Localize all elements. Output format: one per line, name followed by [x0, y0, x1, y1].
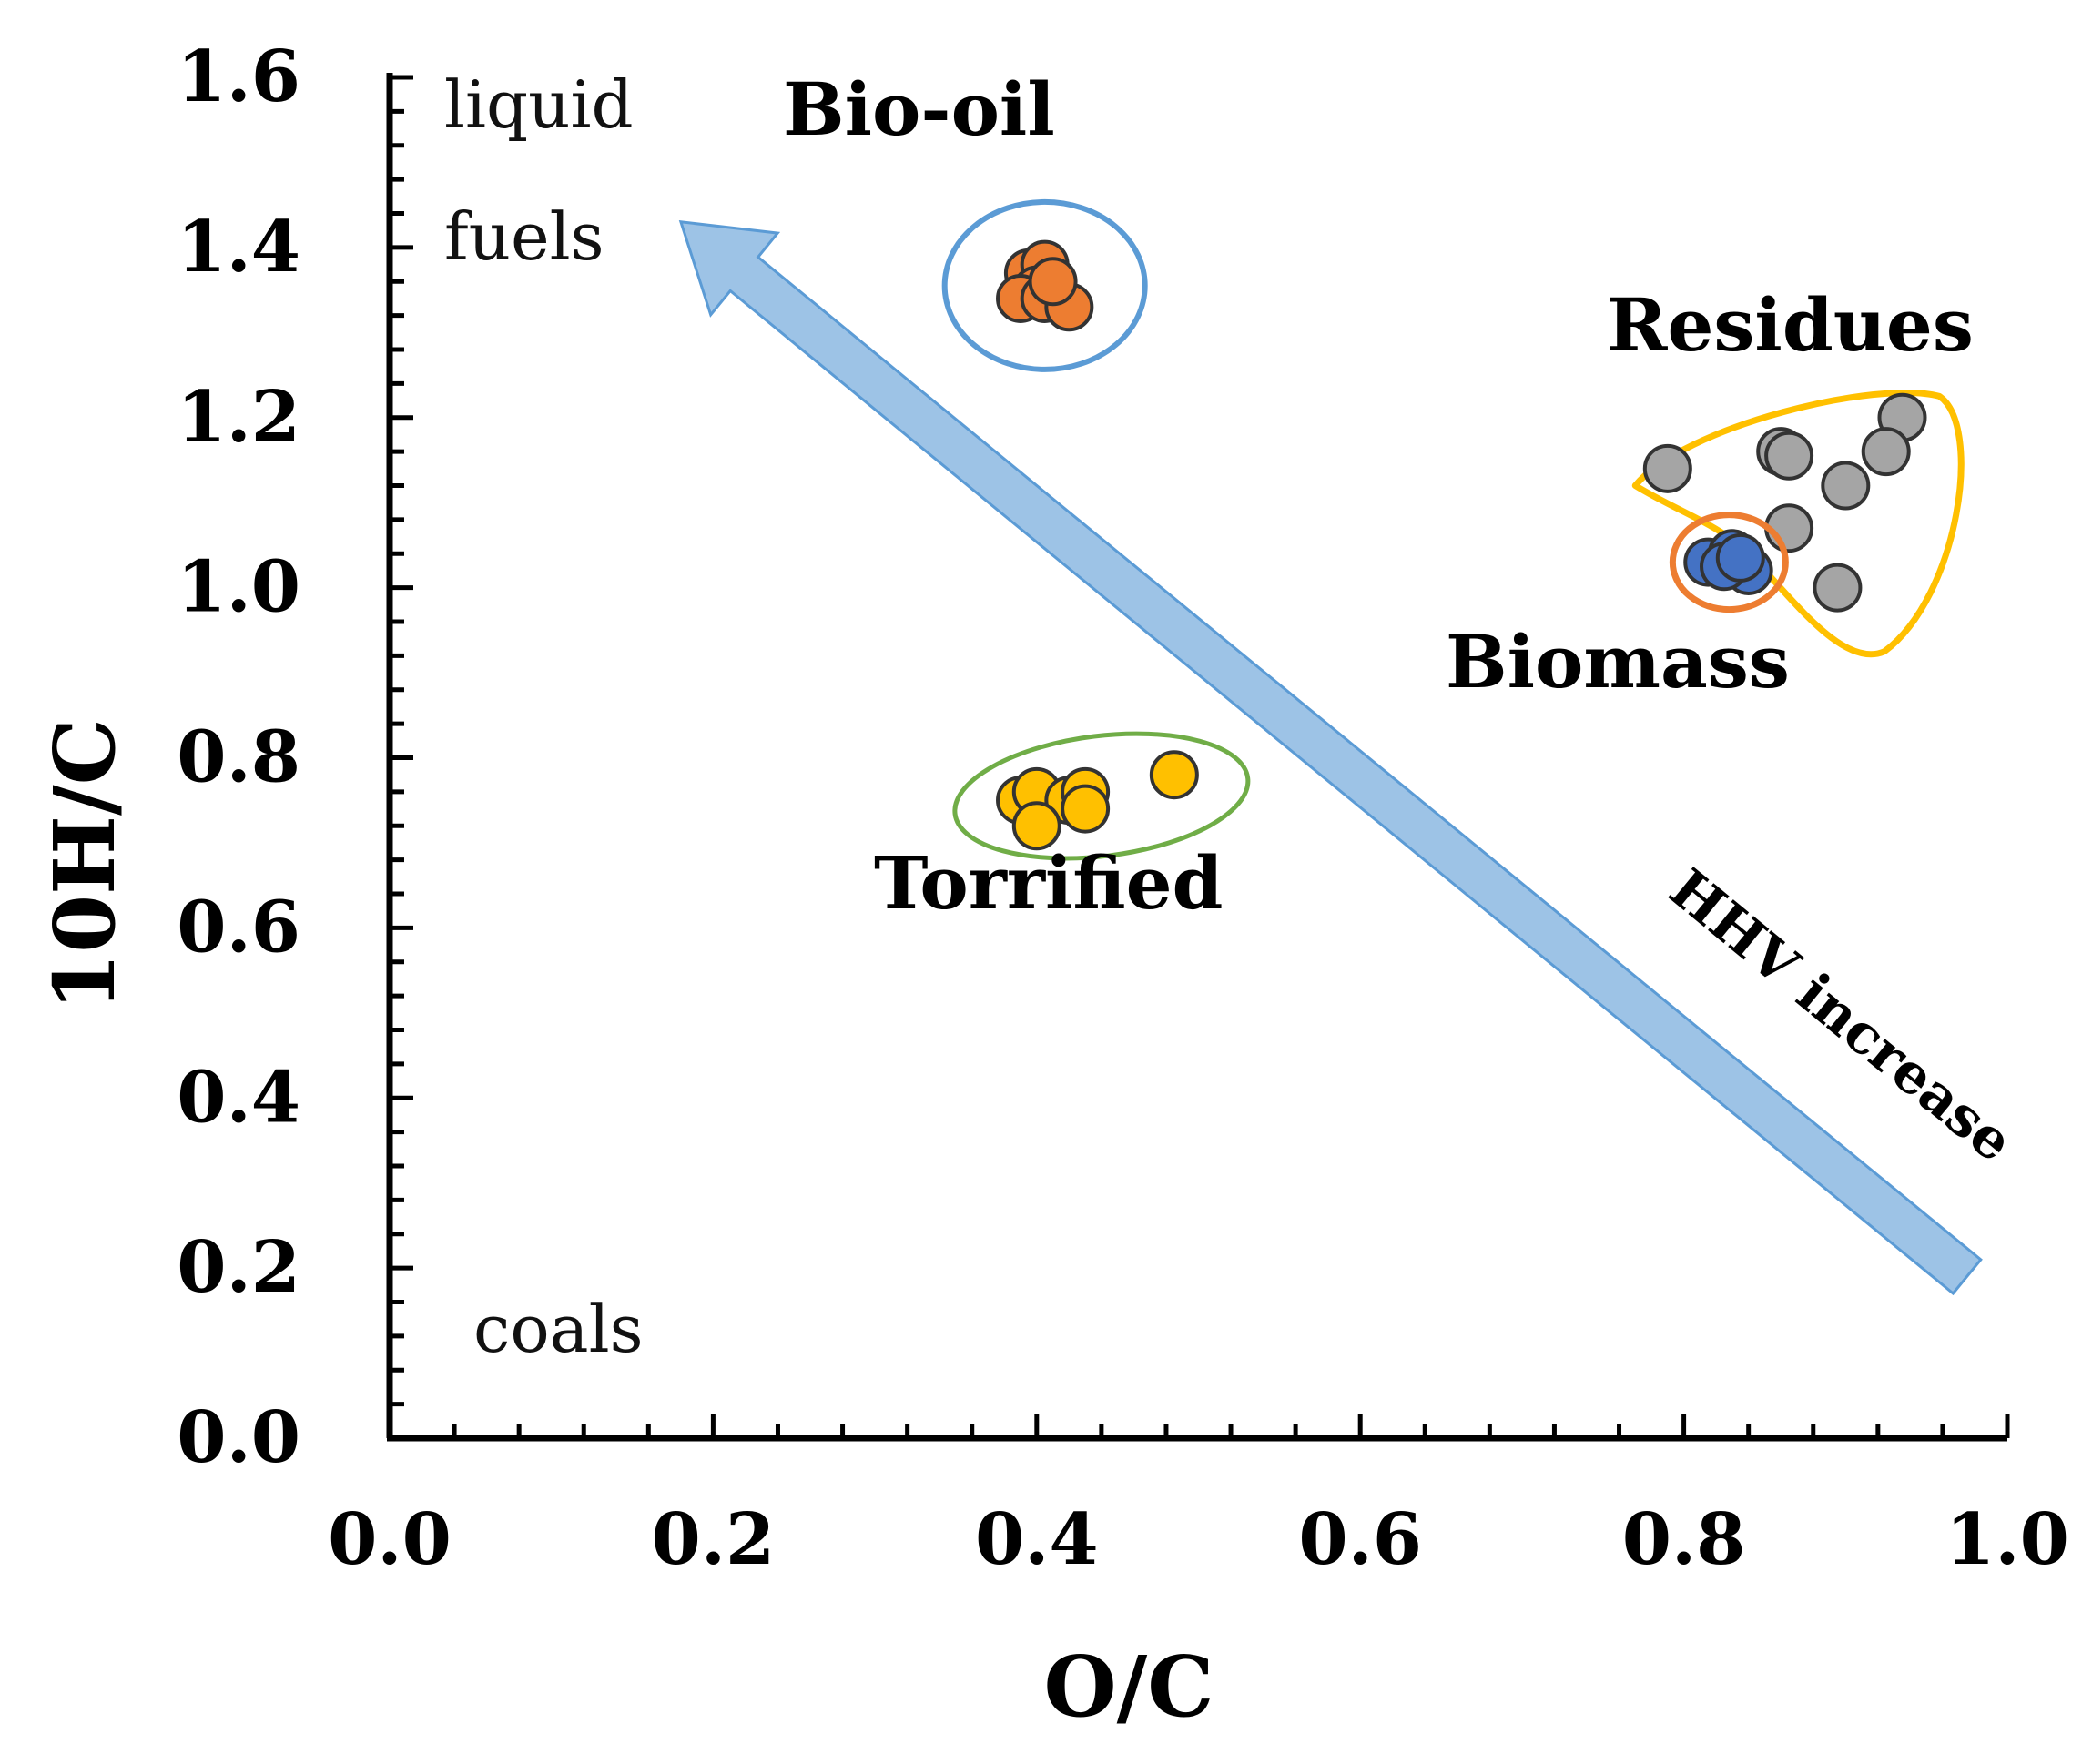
- y-tick-label: 1.4: [177, 206, 300, 289]
- data-point: [1011, 801, 1061, 851]
- y-tick-label: 0.8: [177, 716, 300, 799]
- bio-oil-points: [996, 239, 1094, 332]
- hhv-increase-label: HHV increase: [1658, 857, 2025, 1175]
- data-point: [1028, 257, 1078, 307]
- data-point: [1764, 431, 1814, 481]
- y-tick-label: 1.2: [177, 376, 300, 459]
- axes: 0.0 0.2 0.4 0.6 0.8 1.0 1.2 1.4 1.6 0.0 0.2 0.4 0.6…: [177, 35, 2069, 1581]
- y-axis-ticks: [390, 75, 413, 1441]
- y-tick-label: 1.6: [177, 35, 300, 118]
- y-tick-label: 1.0: [177, 546, 300, 629]
- x-tick-label: 0.0: [328, 1498, 452, 1581]
- y-tick-label: 0.6: [177, 886, 300, 968]
- x-tick-label: 0.6: [1298, 1498, 1422, 1581]
- y-tick-label: 0.2: [177, 1226, 300, 1309]
- x-axis-ticks: [387, 1414, 2010, 1438]
- hhv-arrow-group: HHV increase: [678, 220, 2025, 1296]
- torrified-label: Torrified: [874, 840, 1223, 926]
- y-axis-tick-labels: 0.0 0.2 0.4 0.6 0.8 1.0 1.2 1.4 1.6: [177, 35, 300, 1479]
- x-axis-title: O/C: [1044, 1637, 1214, 1736]
- x-axis-tick-labels: 0.0 0.2 0.4 0.6 0.8 1.0: [328, 1498, 2069, 1581]
- data-point: [1821, 461, 1871, 511]
- x-tick-label: 0.8: [1622, 1498, 1746, 1581]
- x-tick-label: 0.4: [975, 1498, 1099, 1581]
- data-point: [1149, 750, 1199, 800]
- liquid-label: liquid: [444, 66, 634, 143]
- torrified-points: [996, 750, 1199, 851]
- x-tick-label: 1.0: [1945, 1498, 2069, 1581]
- torrified-enclosure: [952, 731, 1251, 861]
- coals-label: coals: [473, 1291, 644, 1367]
- y-axis-title: 10H/C: [36, 718, 134, 1011]
- residues-label: Residues: [1607, 282, 1974, 368]
- data-point: [1813, 563, 1863, 613]
- biomass-enclosure: [1669, 512, 1789, 613]
- data-point: [1715, 532, 1765, 583]
- fuels-label: fuels: [444, 198, 604, 275]
- y-tick-label: 0.0: [177, 1396, 300, 1479]
- hhv-increase-arrow: [678, 220, 1983, 1296]
- data-points: [996, 239, 1927, 851]
- x-tick-label: 0.2: [652, 1498, 776, 1581]
- bio-oil-enclosure: [941, 198, 1148, 372]
- biomass-points: [1683, 529, 1773, 595]
- y-tick-label: 0.4: [177, 1056, 300, 1139]
- data-point: [1642, 443, 1692, 493]
- biomass-label: Biomass: [1446, 619, 1790, 705]
- data-point: [1861, 427, 1911, 477]
- data-point: [1061, 784, 1111, 834]
- group-enclosures-top: [1669, 512, 1789, 613]
- bio-oil-label: Bio-oil: [783, 66, 1055, 152]
